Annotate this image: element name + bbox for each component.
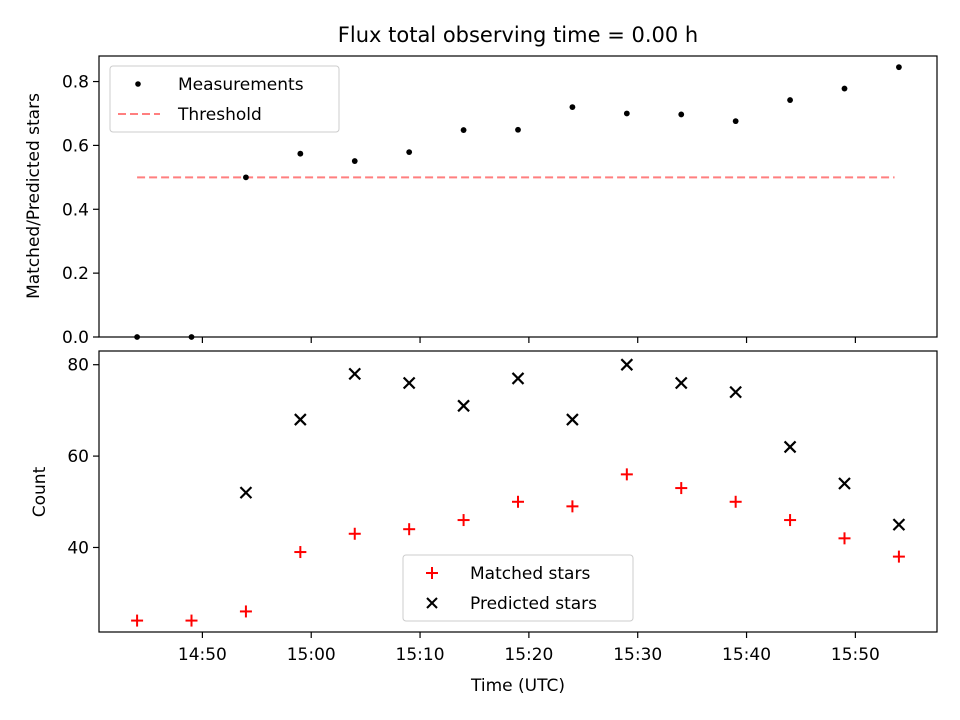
matched-star-point: [675, 482, 688, 495]
top-y-ticks: 0.0 0.2 0.4 0.6 0.8: [62, 73, 99, 348]
measurement-point: [569, 104, 576, 110]
predicted-star-point: [783, 440, 797, 454]
matched-star-point: [838, 532, 851, 545]
measurement-point: [787, 97, 793, 103]
legend-marker-measurements: [135, 81, 141, 87]
matched-star-point: [512, 495, 524, 508]
bottom-y-tick-label: 40: [67, 538, 89, 558]
measurement-point: [460, 127, 467, 133]
top-y-tick-label: 0.6: [62, 136, 89, 156]
star-count-points: [131, 358, 906, 627]
measurement-point: [623, 110, 630, 117]
measurement-point: [678, 111, 685, 118]
x-tick-label: 15:00: [287, 645, 336, 665]
measurement-point: [841, 85, 848, 92]
matched-star-point: [403, 523, 416, 536]
legend-label-matched: Matched stars: [470, 564, 590, 584]
bottom-x-ticks: 14:50 15:00 15:10 15:20 15:30 15:40 15:50: [178, 632, 880, 665]
predicted-star-point: [402, 376, 416, 390]
matched-star-point: [784, 514, 797, 527]
top-y-tick-label: 0.0: [62, 328, 89, 348]
predicted-star-point: [620, 358, 634, 371]
predicted-star-point: [348, 367, 362, 381]
x-tick-label: 15:20: [504, 645, 553, 665]
measurement-point: [896, 64, 902, 71]
predicted-star-point: [511, 372, 525, 385]
legend-label-measurements: Measurements: [178, 75, 304, 95]
matched-star-point: [239, 605, 252, 618]
matched-star-point: [348, 527, 361, 540]
matched-star-point: [457, 514, 470, 527]
measurement-point: [188, 334, 195, 340]
measurement-point: [351, 158, 358, 164]
x-axis-label: Time (UTC): [470, 676, 565, 696]
measurement-point: [297, 150, 304, 157]
top-legend-box: [109, 65, 340, 133]
matched-star-point: [131, 614, 144, 627]
x-tick-label: 15:40: [722, 645, 771, 665]
matched-star-point: [620, 468, 633, 481]
measurement-point: [406, 149, 413, 156]
legend-marker-predicted: [426, 597, 438, 609]
x-tick-label: 15:10: [396, 645, 445, 665]
matched-star-point: [892, 550, 905, 563]
matched-star-point: [566, 500, 579, 513]
predicted-star-point: [239, 486, 253, 499]
bottom-y-ticks: 40 60 80: [67, 356, 99, 558]
bottom-y-tick-label: 60: [67, 447, 89, 467]
bottom-legend: Matched stars Predicted stars: [402, 554, 634, 622]
measurement-point: [732, 118, 739, 125]
top-panel: Flux total observing time = 0.00 h Match…: [24, 23, 938, 348]
bottom-y-axis-label: Count: [30, 466, 50, 517]
predicted-star-point: [838, 477, 851, 490]
top-y-tick-label: 0.2: [62, 264, 89, 284]
measurement-point: [243, 174, 249, 181]
matched-star-point: [729, 495, 742, 508]
bottom-legend-box: [402, 554, 634, 622]
predicted-star-point: [457, 399, 470, 413]
top-y-axis-label: Matched/Predicted stars: [24, 93, 44, 299]
top-legend: Measurements Threshold: [109, 65, 340, 133]
legend-label-threshold: Threshold: [177, 105, 262, 125]
predicted-star-point: [294, 413, 307, 426]
measurement-points: [134, 64, 902, 340]
predicted-star-point: [729, 385, 742, 399]
legend-label-predicted: Predicted stars: [470, 594, 597, 614]
measurement-point: [134, 334, 140, 340]
matched-star-point: [294, 546, 307, 559]
x-tick-label: 14:50: [178, 645, 227, 665]
matched-star-point: [185, 614, 198, 627]
top-y-tick-label: 0.8: [62, 73, 89, 93]
measurement-point: [515, 126, 521, 133]
legend-marker-matched: [426, 567, 438, 579]
x-tick-label: 15:50: [831, 645, 880, 665]
top-y-tick-label: 0.4: [62, 200, 89, 220]
predicted-star-point: [892, 518, 906, 531]
x-tick-label: 15:30: [613, 645, 662, 665]
chart-title: Flux total observing time = 0.00 h: [338, 23, 698, 47]
top-x-ticks: [201, 337, 856, 343]
predicted-star-point: [674, 376, 688, 390]
bottom-y-tick-label: 80: [67, 356, 89, 376]
predicted-star-point: [566, 413, 579, 426]
